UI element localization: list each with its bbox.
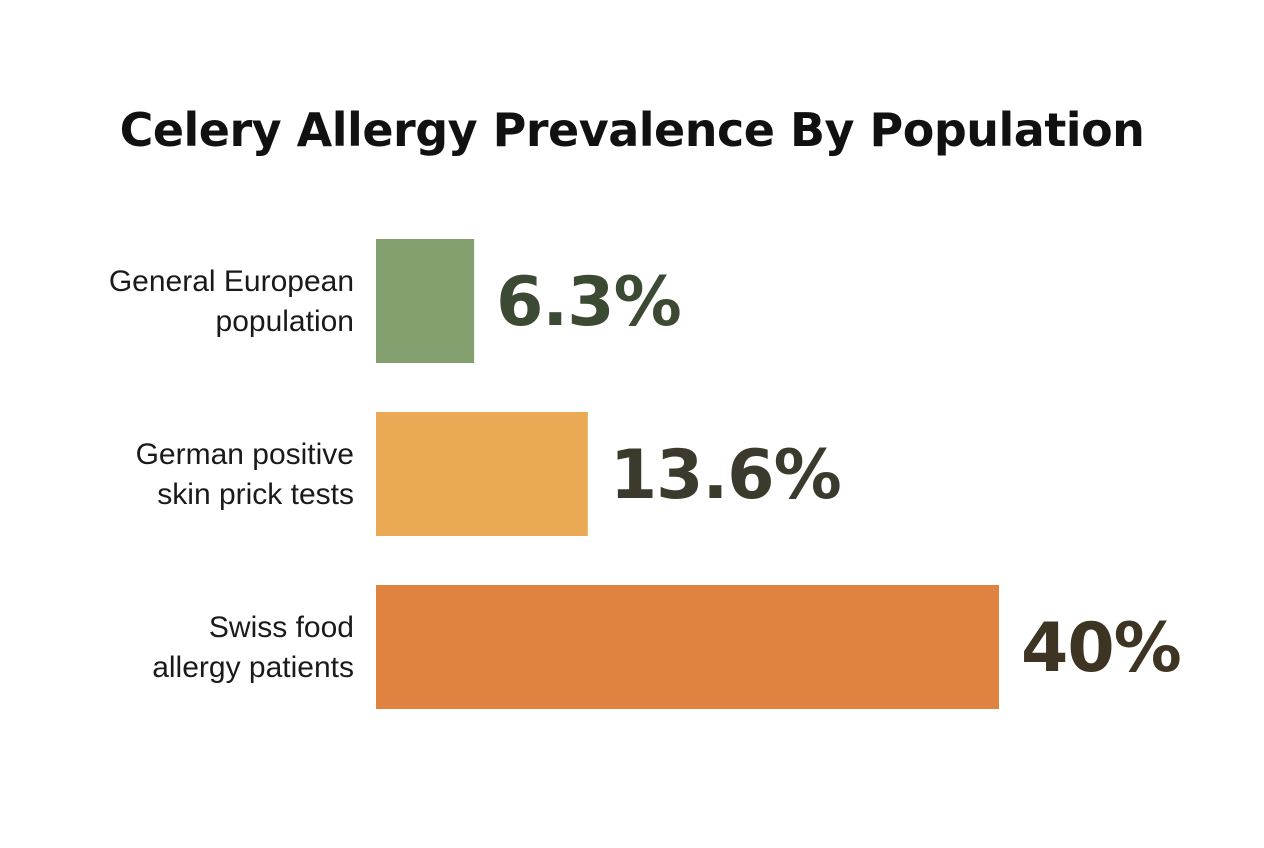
bar-1 xyxy=(376,239,475,363)
bar-3 xyxy=(376,585,999,709)
value-label-1: 6.3% xyxy=(496,263,681,342)
bars xyxy=(376,239,999,709)
category-label-line: population xyxy=(216,305,354,338)
value-label-3: 40% xyxy=(1021,609,1181,688)
category-label-line: skin prick tests xyxy=(157,478,354,511)
value-label-2: 13.6% xyxy=(610,436,841,515)
value-labels: 6.3% 13.6% 40% xyxy=(496,263,1182,688)
bar-2 xyxy=(376,412,588,536)
category-label-2: German positive skin prick tests xyxy=(136,438,354,511)
chart-title: Celery Allergy Prevalence By Population xyxy=(119,103,1145,157)
category-label-3: Swiss food allergy patients xyxy=(152,611,354,684)
category-label-line: Swiss food xyxy=(209,611,354,644)
category-labels: General European population German positiv… xyxy=(109,265,354,684)
category-label-line: General European xyxy=(109,265,354,298)
category-label-line: allergy patients xyxy=(152,651,354,684)
category-label-1: General European population xyxy=(109,265,354,338)
category-label-line: German positive xyxy=(136,438,354,471)
